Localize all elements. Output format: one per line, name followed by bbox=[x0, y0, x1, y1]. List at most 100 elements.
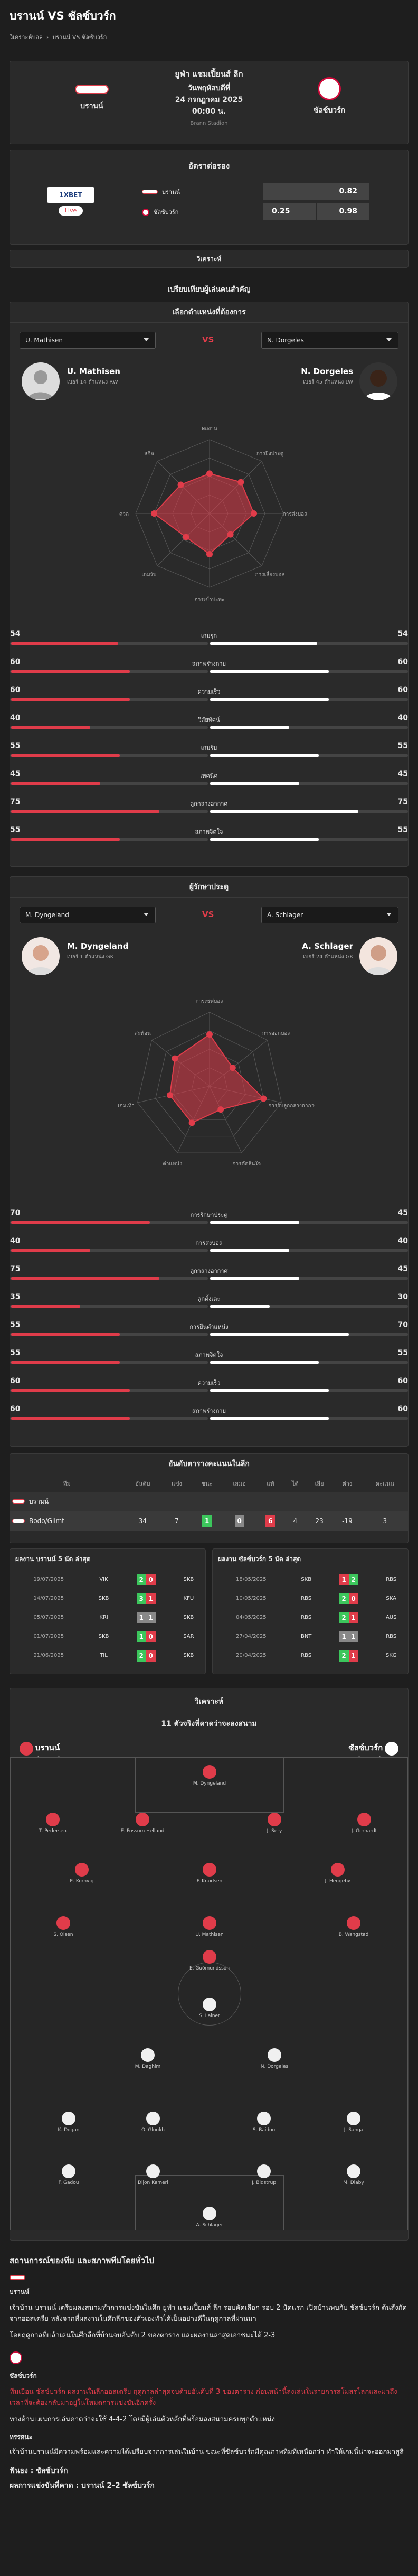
stat-row: 40 การส่งบอล 40 bbox=[10, 1235, 408, 1256]
lineup-player[interactable]: F. Knudsen bbox=[183, 1863, 236, 1884]
lineup-player[interactable]: S. Baidoo bbox=[238, 2112, 290, 2133]
away-team[interactable]: ซัลซ์บวร์ก bbox=[295, 77, 364, 116]
lineup-player[interactable]: M. Daghim bbox=[121, 2048, 174, 2069]
analysis-button[interactable]: วิเคราะห์ bbox=[10, 250, 408, 268]
away-form-card: ผลงาน ซัลซ์บวร์ก 5 นัด ล่าสุด 18/05/2025… bbox=[212, 1548, 408, 1674]
bookmaker-logo[interactable]: 1XBET bbox=[47, 187, 94, 203]
stat-row: 55 สภาพจิตใจ 55 bbox=[10, 1347, 408, 1368]
lineup-player[interactable]: N. Dorgeles bbox=[248, 2048, 301, 2069]
lineup-player[interactable]: E. Guðmundsson bbox=[183, 1950, 236, 1971]
stat-row: 75 ลูกกลางอากาศ 45 bbox=[10, 1263, 408, 1284]
home-team[interactable]: บรานน์ bbox=[58, 85, 126, 112]
lineup-player[interactable]: T. Pedersen bbox=[26, 1813, 79, 1834]
lineup-player[interactable]: E. Fossum Helland bbox=[116, 1813, 169, 1834]
lineup-player[interactable]: M. Diaby bbox=[327, 2164, 380, 2186]
standings-header: แข่ง bbox=[171, 1480, 182, 1487]
radar-label: การออกบอล bbox=[262, 1031, 291, 1037]
odds-away-price[interactable]: 0.98 bbox=[317, 203, 369, 220]
lineup-player[interactable]: J. Bidstrup bbox=[238, 2164, 290, 2186]
gk2-avatar bbox=[359, 937, 397, 975]
stat-label: เกมรับ bbox=[201, 744, 217, 751]
lineup-player[interactable]: E. Kornvig bbox=[55, 1863, 108, 1884]
player1-avatar bbox=[22, 362, 60, 400]
summary-title: ทรรศนะ bbox=[10, 2433, 33, 2441]
gk2-select[interactable]: A. Schlager bbox=[261, 907, 398, 923]
radar-label: การเข้าปะทะ bbox=[195, 596, 225, 603]
cell-gf: 4 bbox=[293, 1517, 298, 1525]
stat-left-bar bbox=[11, 1221, 150, 1224]
form-section: ผลงาน บรานน์ 5 นัด ล่าสุด 19/07/2025 VIK … bbox=[10, 1548, 408, 1681]
stat-right-value: 75 bbox=[397, 798, 408, 806]
gk1-select[interactable]: M. Dyngeland bbox=[20, 907, 156, 923]
radar-label: การเซฟบอล bbox=[196, 998, 224, 1004]
lineup-player[interactable]: Dijon Kameri bbox=[127, 2164, 179, 2186]
live-badge[interactable]: Live bbox=[59, 206, 83, 216]
lineup-player[interactable]: M. Dyngeland bbox=[183, 1765, 236, 1786]
lineup-player[interactable]: J. Gerhardt bbox=[338, 1813, 391, 1834]
gk-vs-label: VS bbox=[202, 910, 214, 919]
gk-compare-header: ผู้รักษาประตู bbox=[10, 877, 408, 898]
lineup-player[interactable]: J. Sanga bbox=[327, 2112, 380, 2133]
stat-right-value: 60 bbox=[397, 1405, 408, 1413]
stat-left-bar bbox=[11, 726, 90, 729]
stat-left-bar bbox=[11, 1249, 90, 1252]
lineup-player[interactable]: K. Dogan bbox=[42, 2112, 95, 2133]
radar-label: สะท้อน bbox=[135, 1030, 151, 1037]
lineup-player[interactable]: S. Olsen bbox=[37, 1916, 90, 1937]
player-dot-icon bbox=[357, 1813, 371, 1826]
lineup-player[interactable]: F. Gadou bbox=[42, 2164, 95, 2186]
player-name: M. Diaby bbox=[343, 2180, 364, 2186]
lineup-player[interactable]: A. Schlager bbox=[183, 2207, 236, 2228]
player2-select[interactable]: N. Dorgeles bbox=[261, 332, 398, 349]
odds-home-price[interactable]: 0.82 bbox=[263, 183, 369, 200]
form-team1: RBS bbox=[301, 1614, 312, 1620]
lineup-player[interactable]: O. Gloukh bbox=[127, 2112, 179, 2133]
stat-left-value: 70 bbox=[10, 1209, 21, 1217]
standings-row[interactable]: บรานน์ bbox=[10, 1492, 408, 1511]
standings-header: แพ้ bbox=[267, 1480, 274, 1487]
lineup-subtitle: 11 ตัวจริงที่คาดว่าจะลงสนาม bbox=[161, 1720, 257, 1728]
lineup-away-name: ซัลซ์บวร์ก bbox=[348, 1743, 383, 1752]
stat-label: ลูกกลางอากาศ bbox=[190, 800, 228, 807]
form-date: 21/06/2025 bbox=[33, 1653, 64, 1659]
form-team2: SKB bbox=[183, 1576, 194, 1582]
standings-title: อันดับตารางคะแนนในลีก bbox=[10, 1454, 408, 1474]
stat-row: 55 สภาพจิตใจ 55 bbox=[10, 824, 408, 845]
standings-header: อันดับ bbox=[135, 1480, 150, 1487]
player-name: M. Daghim bbox=[135, 2064, 161, 2069]
player-dot-icon bbox=[203, 1765, 216, 1779]
odds-away-name: ซัลซ์บวร์ก bbox=[154, 209, 179, 216]
away-section-title: ซัลซ์บวร์ก bbox=[10, 2372, 37, 2379]
standings-row[interactable]: Bodo/Glimt 34 7 1 0 6 4 23 -19 3 bbox=[10, 1511, 408, 1531]
lineup-player[interactable]: B. Wangstad bbox=[327, 1916, 380, 1937]
cell-ga bbox=[306, 1492, 332, 1511]
stat-right-bar bbox=[210, 810, 359, 813]
stat-left-bar bbox=[11, 1389, 130, 1392]
player1-select[interactable]: U. Mathisen bbox=[20, 332, 156, 349]
player2-avatar bbox=[359, 362, 397, 400]
player-name: N. Dorgeles bbox=[260, 2064, 289, 2069]
lineup-player[interactable]: U. Mathisen bbox=[183, 1916, 236, 1937]
player-name: J. Gerhardt bbox=[351, 1828, 377, 1834]
lineup-player[interactable]: S. Lainer bbox=[183, 1998, 236, 2019]
breadcrumb-home[interactable]: วิเคราะห์บอล bbox=[10, 34, 43, 41]
standings-header: คะแนน bbox=[375, 1480, 395, 1487]
match-header-card: ยูฟ่า แชมเปี้ยนส์ ลีก วันพฤหัสบดีที่ 24 ก… bbox=[10, 61, 408, 144]
stat-left-value: 35 bbox=[10, 1293, 21, 1301]
radar-point bbox=[183, 534, 189, 540]
away-paragraph-2: ทางด้านแผนการเล่นคาดว่าจะใช้ 4-4-2 โดยมี… bbox=[10, 2415, 275, 2423]
odds-hdp[interactable]: 0.25 bbox=[263, 203, 316, 220]
lineup-player[interactable]: J. Heggebø bbox=[311, 1863, 364, 1884]
lineup-player[interactable]: J. Sery bbox=[248, 1813, 301, 1834]
